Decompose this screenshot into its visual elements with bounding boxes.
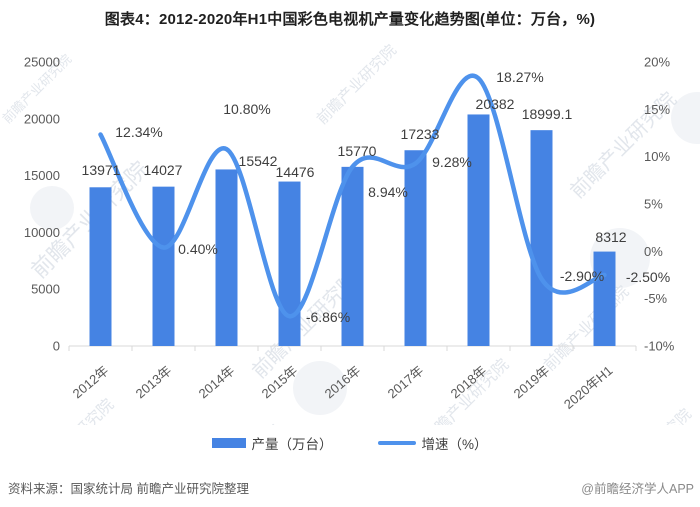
bar-value-label: 20382	[476, 96, 515, 112]
bar-value-label: 14027	[144, 162, 183, 178]
growth-value-label: 9.28%	[432, 154, 472, 170]
growth-value-label: 10.80%	[223, 101, 270, 117]
y-axis-right-tick-label: 10%	[644, 149, 670, 164]
legend-bar-swatch	[212, 438, 247, 448]
growth-value-label: -2.50%	[626, 269, 670, 285]
footer: 资料来源：国家统计局 前瞻产业研究院整理 @前瞻经济学人APP	[8, 478, 694, 497]
growth-line	[98, 73, 607, 319]
bar-2013年	[152, 186, 175, 346]
bar-2015年	[278, 181, 301, 346]
bar-value-label: 15542	[239, 153, 278, 169]
x-axis-category-label: 2020年H1	[561, 363, 615, 412]
x-axis-category-label: 2013年	[133, 363, 175, 401]
growth-value-label: 0.40%	[178, 241, 218, 257]
legend-item-growth: 增速（%）	[378, 433, 488, 453]
bar-2012年	[89, 187, 112, 346]
x-axis-category-label: 2019年	[511, 363, 553, 401]
legend: 产量（万台） 增速（%）	[0, 433, 700, 453]
bar-value-label: 15770	[338, 143, 377, 159]
growth-value-label: 8.94%	[368, 184, 408, 200]
bar-value-label: 13971	[82, 162, 121, 178]
y-axis-left-tick-label: 5000	[31, 282, 60, 297]
y-axis-left-tick-label: 25000	[24, 55, 60, 70]
x-axis-category-label: 2014年	[196, 363, 238, 401]
legend-line-label: 增速（%）	[421, 437, 488, 452]
credit-note: @前瞻经济学人APP	[581, 482, 694, 496]
legend-item-production: 产量（万台）	[212, 433, 332, 453]
y-axis-left-tick-label: 10000	[24, 225, 60, 240]
bar-2018年	[467, 114, 490, 346]
bar-value-label: 14476	[276, 164, 315, 180]
y-axis-left-tick-label: 0	[53, 339, 60, 354]
y-axis-right-tick-label: -10%	[644, 339, 675, 354]
y-axis-right-tick-label: 5%	[644, 197, 663, 212]
x-axis-category-label: 2017年	[385, 363, 427, 401]
legend-bar-label: 产量（万台）	[251, 437, 333, 452]
growth-value-label: -6.86%	[306, 309, 350, 325]
source-note: 资料来源：国家统计局 前瞻产业研究院整理	[8, 482, 249, 496]
y-axis-right-tick-label: 15%	[644, 102, 670, 117]
watermark-logo	[293, 361, 347, 415]
y-axis-right-tick-label: 0%	[644, 244, 663, 259]
watermark-text: 前瞻产业研究院	[25, 395, 117, 425]
y-axis-right-tick-label: -5%	[644, 291, 668, 306]
bar-value-label: 17233	[401, 126, 440, 142]
y-axis-right-tick-label: 20%	[644, 55, 670, 70]
bar-2019年	[530, 130, 553, 346]
chart-title: 图表4：2012-2020年H1中国彩色电视机产量变化趋势图(单位：万台，%)	[104, 11, 596, 28]
x-axis-category-label: 2012年	[70, 363, 112, 401]
chart-canvas: 前瞻产业研究院前瞻产业研究院前瞻产业研究院前瞻产业研究院前瞻产业研究院前瞻产业研…	[0, 41, 700, 425]
y-axis-left-tick-label: 15000	[24, 168, 60, 183]
watermark-text: 前瞻产业研究院	[207, 421, 282, 425]
bar-value-label: 8312	[595, 229, 626, 245]
bar-2017年	[404, 150, 427, 346]
growth-value-label: 18.27%	[496, 69, 543, 85]
growth-value-label: 12.34%	[115, 124, 162, 140]
growth-value-label: -2.90%	[560, 268, 604, 284]
bar-2014年	[215, 169, 238, 346]
watermark-logo	[30, 186, 74, 230]
legend-line-swatch	[378, 440, 417, 446]
watermark-text: 前瞻产业研究院	[608, 405, 695, 425]
bar-2016年	[341, 166, 364, 346]
y-axis-left-tick-label: 20000	[24, 111, 60, 126]
watermark-text: 前瞻产业研究院	[540, 282, 632, 374]
bar-2020年H1	[593, 251, 616, 346]
watermark-text: 前瞻产业研究院	[313, 41, 400, 128]
watermark-logo	[671, 92, 700, 144]
bar-value-label: 18999.1	[522, 106, 573, 122]
